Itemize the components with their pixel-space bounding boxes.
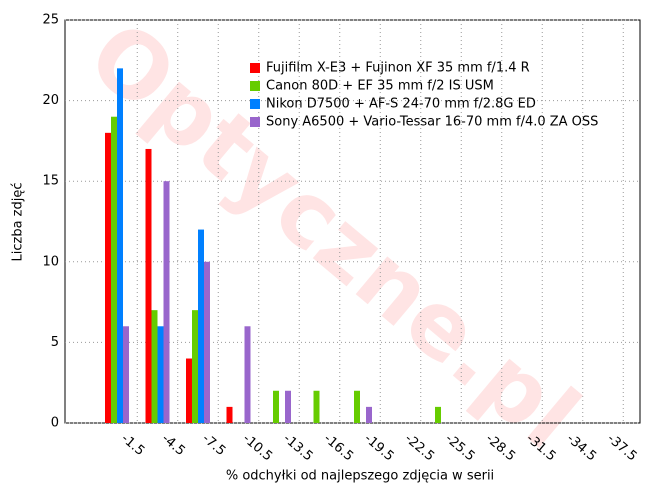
y-tick-label: 15 xyxy=(42,174,59,189)
legend-label: Canon 80D + EF 35 mm f/2 IS USM xyxy=(266,79,494,94)
y-axis-label: Liczba zdjęć xyxy=(11,182,26,261)
bar xyxy=(123,326,129,423)
bar xyxy=(244,326,251,423)
legend-swatch xyxy=(250,63,260,73)
legend-label: Sony A6500 + Vario-Tessar 16-70 mm f/4.0… xyxy=(266,115,598,130)
bar xyxy=(226,406,233,423)
bar xyxy=(313,390,320,423)
y-tick-label: 25 xyxy=(42,13,59,28)
bar xyxy=(192,310,198,423)
bar xyxy=(186,358,192,423)
legend-label: Nikon D7500 + AF-S 24-70 mm f/2.8G ED xyxy=(266,97,536,112)
y-tick-label: 10 xyxy=(42,254,59,269)
bar xyxy=(366,406,372,423)
legend-swatch xyxy=(250,81,260,91)
bar xyxy=(198,229,204,423)
x-axis-label: % odchyłki od najlepszego zdjęcia w seri… xyxy=(226,469,494,484)
bar xyxy=(354,390,360,423)
bar xyxy=(285,390,291,423)
legend-swatch xyxy=(250,99,260,109)
legend-label: Fujifilm X-E3 + Fujinon XF 35 mm f/1.4 R xyxy=(266,61,530,76)
plot-frame xyxy=(64,19,641,424)
bar xyxy=(151,310,158,423)
bar xyxy=(145,148,152,423)
bar xyxy=(117,68,123,424)
y-tick-label: 5 xyxy=(51,335,59,350)
bar xyxy=(105,132,111,423)
bar xyxy=(163,181,170,423)
y-tick-label: 0 xyxy=(51,416,59,431)
bar xyxy=(273,390,279,423)
bar xyxy=(111,116,117,423)
legend-swatch xyxy=(250,117,260,127)
y-tick-label: 20 xyxy=(42,93,59,108)
bar xyxy=(204,261,210,423)
bar xyxy=(157,326,164,423)
bar xyxy=(435,406,441,423)
